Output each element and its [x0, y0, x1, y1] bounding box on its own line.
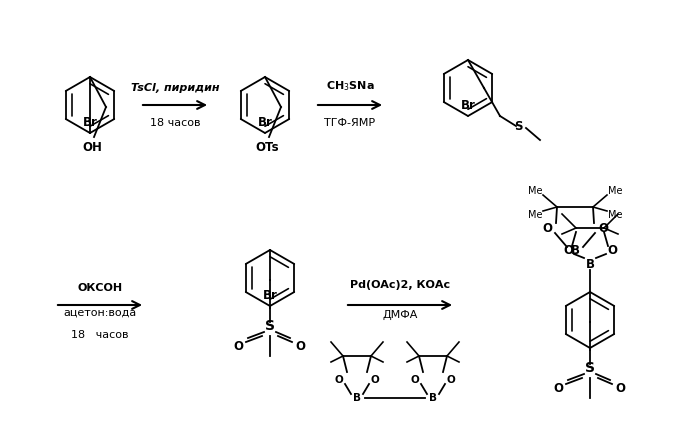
Text: B: B	[353, 393, 361, 403]
Text: O: O	[335, 375, 343, 385]
Text: S: S	[585, 361, 595, 375]
Text: O: O	[615, 381, 625, 395]
Text: ОКСОН: ОКСОН	[78, 283, 122, 293]
Text: B: B	[586, 258, 595, 271]
Text: Br: Br	[263, 289, 278, 302]
Text: ТГФ-ЯМР: ТГФ-ЯМР	[324, 118, 375, 128]
Text: O: O	[553, 381, 563, 395]
Text: O: O	[233, 339, 243, 353]
Text: B: B	[570, 244, 579, 258]
Text: Me: Me	[607, 186, 622, 196]
Text: CH$_3$SNa: CH$_3$SNa	[326, 79, 375, 93]
Text: Br: Br	[82, 116, 97, 129]
Text: S: S	[265, 319, 275, 333]
Text: Me: Me	[607, 210, 622, 220]
Text: TsCl, пиридин: TsCl, пиридин	[131, 83, 219, 93]
Text: ацетон:вода: ацетон:вода	[64, 308, 136, 318]
Text: O: O	[447, 375, 455, 385]
Text: O: O	[370, 375, 380, 385]
Text: O: O	[607, 244, 617, 257]
Text: 18   часов: 18 часов	[71, 330, 129, 340]
Text: O: O	[410, 375, 419, 385]
Text: O: O	[542, 223, 552, 236]
Text: Me: Me	[528, 186, 542, 196]
Text: S: S	[514, 120, 522, 133]
Text: 18 часов: 18 часов	[150, 118, 200, 128]
Text: O: O	[598, 223, 608, 236]
Text: Br: Br	[461, 99, 475, 112]
Text: O: O	[563, 244, 573, 257]
Text: ДМФА: ДМФА	[382, 310, 418, 320]
Text: OH: OH	[82, 141, 102, 154]
Text: O: O	[295, 339, 305, 353]
Text: B: B	[429, 393, 437, 403]
Text: Me: Me	[528, 210, 542, 220]
Text: OTs: OTs	[255, 141, 279, 154]
Text: Br: Br	[257, 116, 273, 129]
Text: Pd(OAc)2, КОАс: Pd(OAc)2, КОАс	[350, 280, 450, 290]
